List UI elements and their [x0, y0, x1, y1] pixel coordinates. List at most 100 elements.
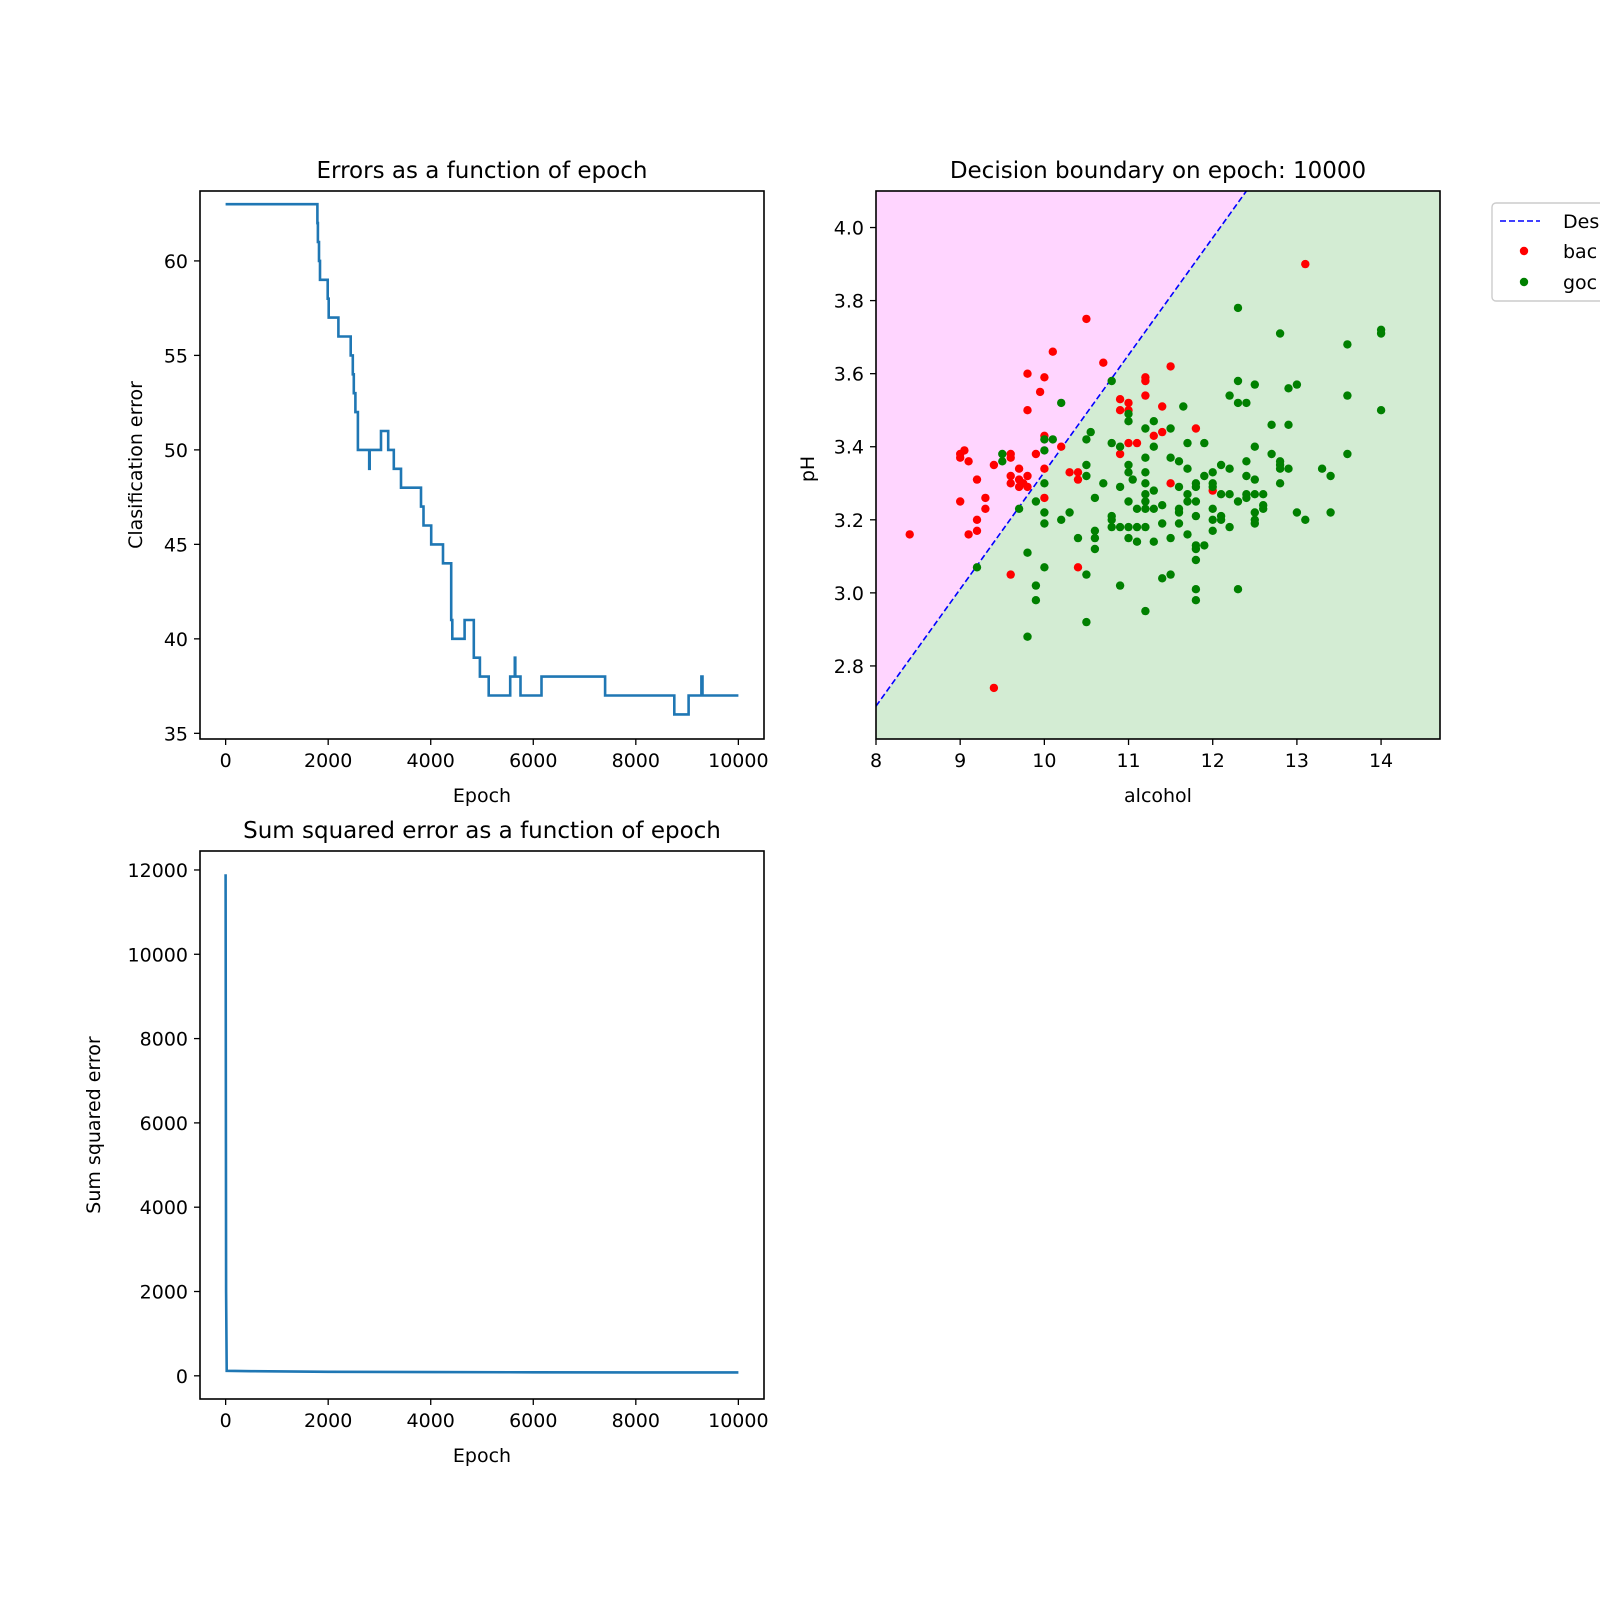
0-x-tick-label: 0	[220, 750, 232, 772]
good-point	[1233, 376, 1243, 386]
1-x-tick-label: 9	[954, 750, 966, 772]
good-point	[1023, 548, 1032, 557]
bad-point	[1082, 314, 1091, 324]
bad-point	[1023, 482, 1032, 492]
2-y-tick-label: 0	[176, 1366, 188, 1388]
good-point	[1208, 468, 1217, 477]
good-point	[1031, 596, 1041, 605]
bad-point	[1124, 438, 1133, 448]
legend: Des bac goc	[1491, 202, 1600, 302]
good-point	[1292, 508, 1302, 517]
bad-point	[1057, 442, 1066, 451]
good-point	[1141, 468, 1150, 477]
bad-point	[956, 453, 965, 462]
bad-point	[1035, 387, 1045, 397]
good-point	[1107, 376, 1116, 386]
good-point	[1115, 482, 1125, 492]
good-point	[1242, 398, 1251, 408]
good-point	[1216, 490, 1226, 499]
good-point	[1250, 508, 1260, 517]
bad-point	[956, 497, 965, 506]
good-point	[1242, 471, 1251, 481]
bad-point	[1141, 391, 1150, 400]
bad-point	[964, 457, 973, 466]
bad-point	[1023, 406, 1032, 415]
good-point	[1191, 596, 1201, 605]
good-point	[1082, 435, 1091, 444]
good-point	[1174, 519, 1184, 528]
bad-point	[981, 493, 990, 503]
good-point	[1166, 570, 1175, 579]
good-point	[1284, 384, 1293, 393]
good-point	[1208, 526, 1217, 535]
good-point	[1292, 380, 1302, 389]
good-point	[1099, 479, 1108, 488]
good-point	[1259, 504, 1268, 513]
1-x-tick-label: 10	[1032, 750, 1056, 772]
bad-point	[1006, 471, 1015, 481]
bad-region	[876, 191, 1247, 707]
good-point	[1048, 435, 1058, 444]
1-x-tick-label: 13	[1285, 750, 1309, 772]
good-point	[1284, 464, 1293, 473]
good-point	[1065, 508, 1074, 517]
bad-point	[1132, 438, 1142, 448]
good-point	[1107, 438, 1116, 448]
bad-point	[1040, 493, 1049, 503]
2-x-tick-label: 8000	[612, 1410, 660, 1432]
1-x-tick-label: 14	[1369, 750, 1393, 772]
good-point	[1267, 449, 1276, 459]
sse-y-label: Sum squared error	[83, 1036, 105, 1214]
good-point	[1166, 453, 1175, 462]
0-x-tick-label: 10000	[708, 750, 768, 772]
bad-point	[1115, 449, 1125, 459]
1-y-tick-label: 3.6	[834, 364, 864, 386]
1-y-tick-label: 3.8	[834, 291, 864, 313]
good-point	[1031, 581, 1041, 590]
good-point	[1141, 479, 1150, 488]
2-x-tick-label: 0	[220, 1410, 232, 1432]
good-point	[1128, 475, 1137, 484]
good-point	[1208, 482, 1217, 492]
good-point	[1242, 493, 1251, 503]
1-x-tick-label: 11	[1116, 750, 1140, 772]
0-x-tick-label: 2000	[304, 750, 352, 772]
1-y-tick-label: 4.0	[834, 218, 864, 240]
good-point	[1225, 522, 1234, 532]
bad-point	[989, 460, 999, 470]
1-y-tick-label: 3.2	[834, 510, 864, 532]
good-point	[1132, 522, 1142, 532]
good-point	[1183, 438, 1192, 448]
good-point	[1040, 563, 1049, 572]
good-point	[1141, 522, 1150, 532]
bad-point	[1023, 471, 1032, 481]
legend-boundary-label: Des	[1563, 211, 1599, 233]
errors-line	[225, 202, 739, 716]
good-point	[1141, 424, 1150, 433]
good-point	[1124, 417, 1133, 426]
good-point	[1233, 497, 1243, 506]
good-point	[1326, 508, 1335, 517]
bad-point	[972, 475, 982, 484]
bad-point	[1073, 468, 1083, 477]
decision-plot-area	[876, 191, 1440, 739]
bad-point	[1141, 376, 1150, 386]
2-x-tick-label: 4000	[407, 1410, 455, 1432]
decision-x-ticks: 8 9 10 11 12 13 14	[870, 739, 1393, 772]
good-point	[1040, 508, 1049, 517]
bad-point	[1099, 358, 1108, 367]
legend-good-swatch	[1519, 277, 1529, 287]
good-point	[1233, 303, 1243, 313]
good-point	[1191, 585, 1201, 594]
bad-point	[1040, 373, 1049, 382]
decision-boundary-chart: Decision boundary on epoch: 10000 8 9 10 11…	[797, 158, 1600, 807]
good-point	[1141, 453, 1150, 462]
good-point	[1086, 427, 1095, 437]
good-point	[1141, 606, 1150, 616]
2-x-tick-label: 6000	[509, 1410, 557, 1432]
2-y-tick-label: 4000	[140, 1197, 188, 1219]
bad-point	[981, 504, 990, 513]
good-point	[1225, 490, 1234, 499]
good-point	[1115, 522, 1125, 532]
good-point	[1326, 471, 1335, 481]
